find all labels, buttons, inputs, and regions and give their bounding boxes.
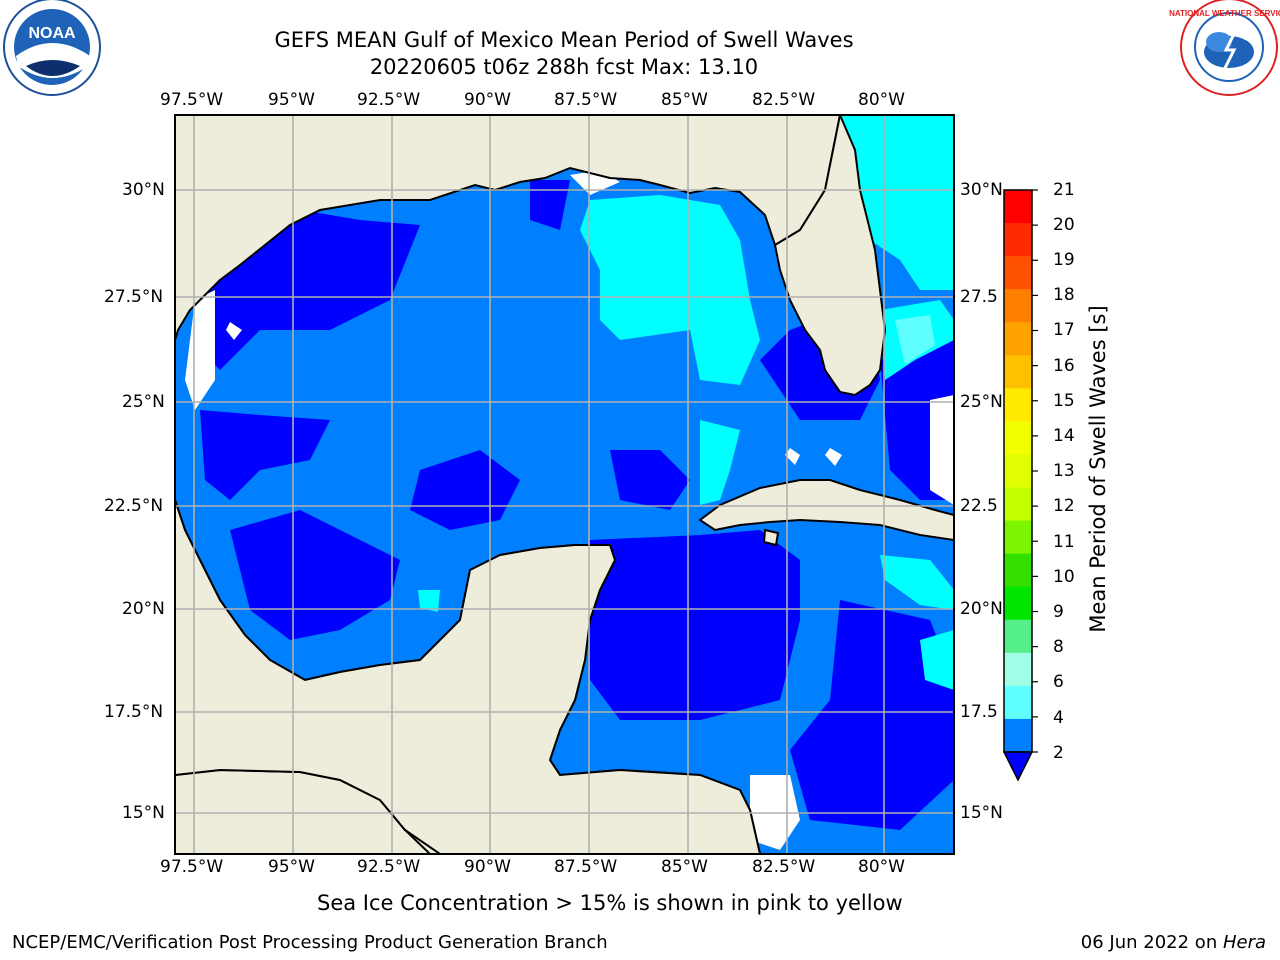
colorbar-tick: 4 (1053, 708, 1064, 728)
lat-label-left: 27.5°N (104, 287, 164, 307)
nws-logo-text: NATIONAL WEATHER SERVICE (1169, 9, 1280, 18)
colorbar-segment (1004, 619, 1032, 654)
colorbar-segment (1004, 685, 1032, 720)
lon-label-bottom: 87.5°W (554, 857, 618, 877)
lat-label-left: 30°N (122, 180, 165, 200)
light-cyan-field (895, 315, 935, 365)
date-line: 06 Jun 2022 on Hera (1081, 932, 1266, 953)
lon-label-top: 92.5°W (357, 90, 421, 110)
date-text: 06 Jun 2022 on (1080, 932, 1223, 953)
colorbar-segment (1004, 421, 1032, 455)
cyan-field (418, 115, 954, 690)
lon-label-top: 87.5°W (554, 90, 618, 110)
colorbar-segment (1004, 487, 1032, 522)
lon-label-bottom: 82.5°W (752, 857, 816, 877)
lon-label-bottom: 95°W (268, 857, 315, 877)
colorbar-label: Mean Period of Swell Waves [s] (1086, 305, 1110, 633)
colorbar-tick: 19 (1053, 250, 1075, 270)
lat-label-right: 15°N (960, 803, 1003, 823)
colorbar-tick: 21 (1053, 180, 1075, 200)
colorbar-tick: 18 (1053, 285, 1075, 305)
map-frame (174, 114, 955, 855)
land (175, 115, 954, 854)
colorbar-tick: 20 (1053, 215, 1075, 235)
lat-label-right: 22.5 (960, 496, 998, 516)
colorbar-segment (1004, 553, 1032, 588)
lat-label-right: 25°N (960, 392, 1003, 412)
colorbar-segment (1004, 652, 1032, 687)
colorbar-segment (1004, 322, 1032, 356)
credit-line: NCEP/EMC/Verification Post Processing Pr… (12, 932, 608, 953)
lat-label-right: 30°N (960, 180, 1003, 200)
colorbar-segment (1004, 388, 1032, 422)
colorbar-tick: 17 (1053, 320, 1075, 340)
colorbar-tick: 15 (1053, 391, 1075, 411)
lon-label-top: 90°W (464, 90, 511, 110)
colorbar-segment (1004, 586, 1032, 621)
noaa-logo-text: NOAA (28, 25, 76, 42)
nws-logo: NATIONAL WEATHER SERVICE (1169, 0, 1280, 96)
colorbar-segment (1004, 454, 1032, 489)
lon-label-top: 82.5°W (752, 90, 816, 110)
colorbar-tick: 11 (1053, 532, 1075, 552)
host-text: Hera (1222, 932, 1266, 953)
map-subtitle: 20220605 t06z 288h fcst Max: 13.10 (369, 55, 759, 79)
colorbar-segment (1004, 256, 1032, 290)
lon-label-bottom: 80°W (858, 857, 905, 877)
lat-label-left: 15°N (122, 803, 165, 823)
colorbar-tick: 12 (1053, 496, 1075, 516)
lat-label-left: 22.5°N (104, 496, 164, 516)
colorbar (1002, 189, 1038, 782)
colorbar-tick: 14 (1053, 426, 1075, 446)
colorbar-segment (1004, 223, 1032, 257)
colorbar-segment (1004, 718, 1032, 752)
colorbar-tick: 16 (1053, 356, 1075, 376)
colorbar-segment (1004, 289, 1032, 323)
colorbar-extend (1002, 751, 1034, 782)
colorbar-segment (1004, 520, 1032, 555)
lon-label-bottom: 90°W (464, 857, 511, 877)
colorbar-tick: 13 (1053, 461, 1075, 481)
lat-label-left: 20°N (122, 599, 165, 619)
lat-label-left: 17.5°N (104, 702, 164, 722)
lon-label-bottom: 97.5°W (160, 857, 224, 877)
lon-label-top: 85°W (661, 90, 708, 110)
colorbar-tick: 10 (1053, 567, 1075, 587)
lat-label-right: 20°N (960, 599, 1003, 619)
colorbar-tick: 6 (1053, 672, 1064, 692)
graticule (175, 115, 954, 854)
colorbar-tick: 9 (1053, 602, 1064, 622)
lon-label-top: 97.5°W (160, 90, 224, 110)
colorbar-segment (1004, 355, 1032, 389)
lon-label-bottom: 92.5°W (357, 857, 421, 877)
lon-label-bottom: 85°W (661, 857, 708, 877)
lat-label-left: 25°N (122, 392, 165, 412)
lat-label-right: 17.5 (960, 702, 998, 722)
map-title: GEFS MEAN Gulf of Mexico Mean Period of … (274, 28, 854, 52)
colorbar-tick: 2 (1053, 743, 1064, 763)
lon-label-top: 95°W (268, 90, 315, 110)
ice-note: Sea Ice Concentration > 15% is shown in … (0, 891, 1280, 915)
ice-note-text: Sea Ice Concentration > 15% is shown in … (317, 891, 903, 915)
lon-label-top: 80°W (858, 90, 905, 110)
colorbar-segment (1004, 190, 1032, 224)
map-area (175, 115, 954, 854)
colorbar-tick: 8 (1053, 637, 1064, 657)
lat-label-right: 27.5 (960, 287, 998, 307)
noaa-logo: NOAA (3, 0, 101, 96)
